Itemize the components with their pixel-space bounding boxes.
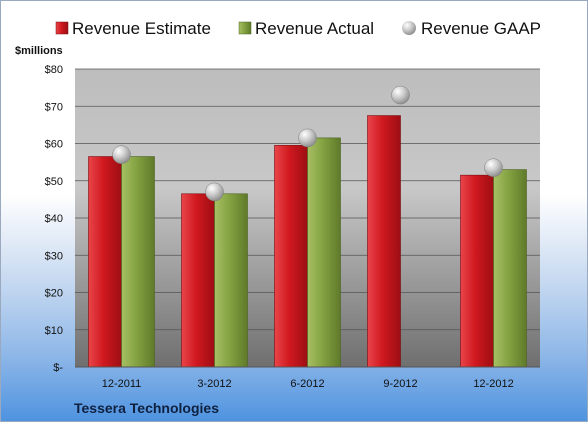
bar-revenue-actual [214,193,248,368]
bar-revenue-actual [121,156,155,368]
x-axis-ticks: 12-2011 3-2012 6-2012 9-2012 12-2012 [102,378,514,390]
y-tick-label: $60 [45,139,63,151]
y-axis-ticks: $- $10 $20 $30 $40 $50 $60 $70 $80 [45,64,64,374]
gaap-marker [298,128,317,148]
bar-revenue-estimate [181,193,215,368]
y-tick-label: $20 [45,288,63,300]
company-name: Tessera Technologies [74,400,219,416]
legend-label-gaap: Revenue GAAP [421,19,541,38]
x-tick-label: 9-2012 [383,378,417,390]
y-tick-label: $30 [45,250,63,262]
y-tick-label: $70 [45,101,63,113]
gaap-marker [391,85,410,105]
gaap-markers [112,85,503,202]
legend-label-actual: Revenue Actual [255,19,374,38]
y-tick-label: $- [53,362,63,374]
y-tick-label: $40 [45,213,63,225]
gaap-marker [112,145,131,164]
legend-label-estimate: Revenue Estimate [72,19,211,38]
bar-revenue-estimate [88,156,122,368]
legend-swatch-estimate [55,21,69,35]
x-tick-label: 12-2012 [473,378,513,390]
bar-revenue-estimate [274,145,308,368]
y-tick-label: $50 [45,176,63,188]
x-tick-label: 6-2012 [290,378,324,390]
x-tick-label: 12-2011 [102,378,142,390]
legend: Revenue Estimate Revenue Actual Revenue … [55,19,541,38]
legend-item-revenue-estimate: Revenue Estimate [55,19,211,38]
legend-item-revenue-actual: Revenue Actual [238,19,374,38]
y-axis-unit-label: $millions [15,45,63,57]
y-tick-label: $10 [45,325,63,337]
gaap-marker [484,158,503,177]
y-tick-label: $80 [45,64,63,76]
legend-item-revenue-gaap: Revenue GAAP [402,19,541,38]
bar-revenue-estimate [367,115,401,368]
bar-revenue-actual [493,169,527,368]
bars [88,115,527,368]
gaap-marker [205,182,224,202]
legend-swatch-gaap [402,21,416,35]
legend-swatch-actual [238,21,252,35]
x-tick-label: 3-2012 [197,378,231,390]
bar-revenue-estimate [460,174,494,368]
bar-revenue-actual [307,137,341,368]
